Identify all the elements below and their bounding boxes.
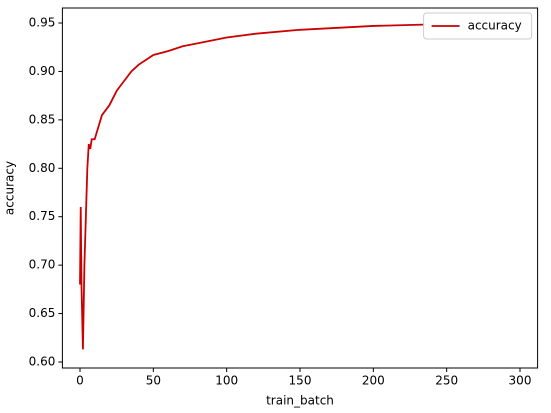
y-tick-label: 0.75	[29, 209, 56, 223]
plot-frame	[61, 7, 539, 369]
x-axis-label: train_batch	[266, 394, 334, 408]
y-tick-label: 0.90	[29, 64, 56, 78]
line	[79, 21, 521, 350]
x-tick-label: 250	[435, 374, 458, 388]
y-tick-label: 0.70	[29, 258, 56, 272]
legend-box	[423, 12, 533, 40]
x-tick-label: 200	[362, 374, 385, 388]
y-tick-label: 0.60	[29, 354, 56, 368]
x-tick-label: 0	[76, 374, 84, 388]
legend-label: accuracy	[468, 19, 522, 33]
y-tick-label: 0.95	[29, 16, 56, 30]
x-tick-label: 150	[289, 374, 312, 388]
y-axis-label: accuracy	[3, 161, 17, 215]
y-tick-label: 0.65	[29, 306, 56, 320]
x-tick-label: 100	[215, 374, 238, 388]
x-tick-label: 50	[146, 374, 161, 388]
y-tick-label: 0.80	[29, 161, 56, 175]
y-tick-label: 0.85	[29, 112, 56, 126]
x-tick-label: 300	[509, 374, 532, 388]
